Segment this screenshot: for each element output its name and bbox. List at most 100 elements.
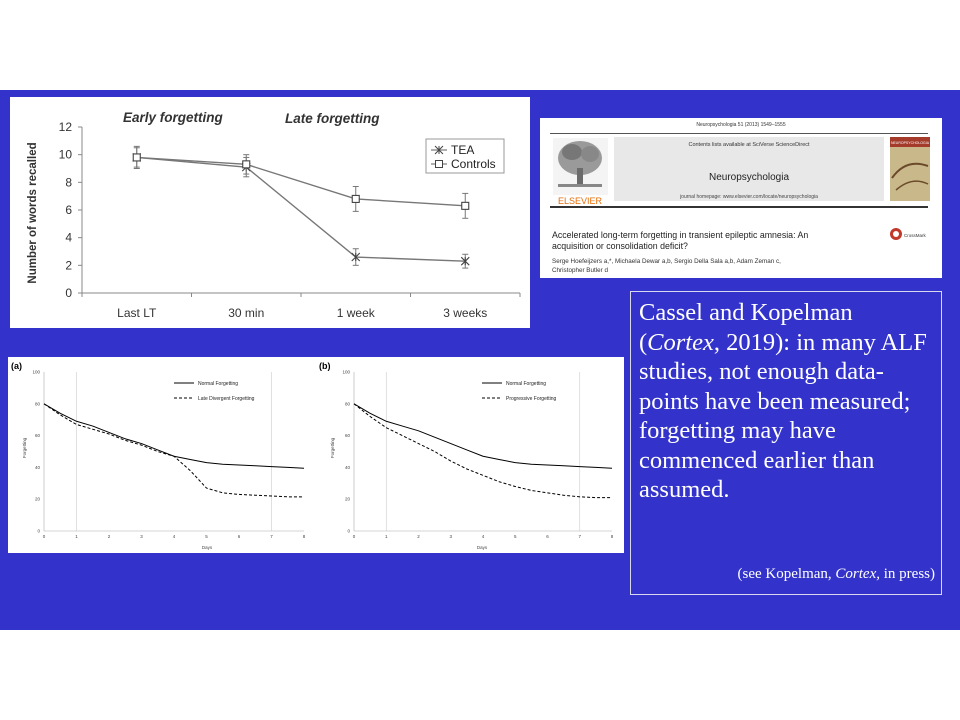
journal-name: Neuropsychologia bbox=[709, 172, 789, 183]
recall-y-tick-label: 2 bbox=[65, 258, 72, 272]
y-tick-label: 100 bbox=[32, 370, 40, 375]
tea-point bbox=[351, 252, 361, 262]
recall-y-tick-label: 4 bbox=[65, 231, 72, 245]
chart-a-legend: Normal Forgetting Late Divergent Forgett… bbox=[174, 381, 255, 402]
controls-point bbox=[461, 201, 470, 210]
paper-authors-line-2: Christopher Butler d bbox=[552, 267, 608, 274]
chart-b-x-label: Days bbox=[477, 545, 488, 550]
recall-chart-axes: 0 2 4 6 8 10 12 Last LT 30 min 1 week 3 weeks bbox=[59, 120, 521, 320]
model-chart-b-axes: 0 20 40 60 80 100 0 1 2 3 4 5 6 7 8 bbox=[342, 370, 613, 540]
journal-banner bbox=[614, 137, 884, 201]
tea-line bbox=[136, 156, 466, 262]
recall-chart: 0 2 4 6 8 10 12 Last LT 30 min 1 week 3 weeks Earl… bbox=[27, 110, 521, 320]
x-tick-label: 8 bbox=[611, 534, 614, 539]
x-tick-label: 4 bbox=[173, 534, 176, 539]
controls-point bbox=[242, 160, 251, 169]
x-tick-label: 1 bbox=[75, 534, 78, 539]
legend-tea-marker bbox=[431, 145, 447, 155]
chart-b-legend: Normal Forgetting Progressive Forgetting bbox=[482, 381, 557, 402]
contents-line: Contents lists available at SciVerse Sci… bbox=[688, 142, 810, 148]
recall-x-tick-label: Last LT bbox=[117, 306, 157, 320]
paper-citation: Neuropsychologia 51 (2013) 1549–1555 bbox=[696, 122, 785, 128]
x-tick-label: 6 bbox=[238, 534, 241, 539]
panel-label-a: (a) bbox=[11, 361, 22, 371]
recall-y-tick-label: 8 bbox=[65, 175, 72, 189]
y-tick-label: 0 bbox=[37, 529, 40, 534]
normal-forgetting-line bbox=[353, 403, 613, 469]
y-tick-label: 80 bbox=[35, 401, 41, 406]
x-tick-label: 5 bbox=[514, 534, 517, 539]
y-tick-label: 20 bbox=[35, 497, 41, 502]
y-tick-label: 60 bbox=[35, 433, 41, 438]
chart-a-x-label: Days bbox=[202, 545, 213, 550]
x-tick-label: 3 bbox=[140, 534, 143, 539]
recall-x-tick-label: 30 min bbox=[228, 306, 264, 320]
commentary-reference: (see Kopelman, Cortex, in press) bbox=[738, 566, 935, 583]
commentary-text-end: , 2019): in many ALF studies, not enough… bbox=[639, 328, 927, 504]
legend-controls-marker bbox=[431, 160, 447, 168]
y-tick-label: 60 bbox=[345, 433, 351, 438]
commentary-text-start: Cassel and Kopelman ( bbox=[639, 299, 853, 356]
reference-start: (see Kopelman, bbox=[737, 566, 836, 582]
model-chart-a-series bbox=[43, 403, 305, 498]
alt-forgetting-line bbox=[43, 403, 304, 498]
recall-y-tick-label: 12 bbox=[59, 120, 73, 134]
x-tick-label: 5 bbox=[205, 534, 208, 539]
panel-label-b: (b) bbox=[319, 361, 331, 371]
y-tick-label: 100 bbox=[342, 370, 350, 375]
publisher-logo-text: ELSEVIER bbox=[558, 196, 603, 206]
elsevier-tree-logo bbox=[553, 138, 608, 195]
paper-header-drawing: Neuropsychologia 51 (2013) 1549–1555 ELS… bbox=[550, 122, 930, 274]
tea-point bbox=[460, 256, 470, 266]
commentary-journal: Cortex bbox=[647, 328, 714, 356]
paper-title-line-2: acquisition or consolidation deficit? bbox=[552, 241, 688, 251]
y-tick-label: 0 bbox=[347, 529, 350, 534]
model-chart-b: (b) 0 20 40 60 80 100 0 1 2 3 4 5 6 7 8 Days Forgettin… bbox=[319, 361, 614, 550]
controls-point bbox=[351, 194, 360, 203]
normal-forgetting-line bbox=[43, 403, 305, 469]
recall-chart-panel: 0 2 4 6 8 10 12 Last LT 30 min 1 week 3 weeks Earl… bbox=[10, 97, 530, 328]
reference-end: in press) bbox=[880, 566, 935, 582]
model-chart-a-axes: 0 20 40 60 80 100 0 1 2 3 4 5 6 7 8 bbox=[32, 370, 305, 540]
x-tick-label: 2 bbox=[108, 534, 111, 539]
model-chart-b-panel: (b) 0 20 40 60 80 100 0 1 2 3 4 5 6 7 8 Days Forgettin… bbox=[316, 357, 624, 553]
x-tick-label: 7 bbox=[270, 534, 273, 539]
chart-b-y-label: Forgetting bbox=[330, 437, 335, 458]
controls-line bbox=[136, 156, 466, 207]
legend-controls-symbol bbox=[435, 160, 443, 168]
alt-forgetting-line bbox=[353, 403, 612, 499]
paper-header-image: Neuropsychologia 51 (2013) 1549–1555 ELS… bbox=[540, 118, 942, 278]
y-tick-label: 40 bbox=[345, 465, 351, 470]
x-tick-label: 0 bbox=[43, 534, 46, 539]
y-tick-label: 40 bbox=[35, 465, 41, 470]
chart-a-legend-normal: Normal Forgetting bbox=[198, 381, 238, 387]
crossmark-icon bbox=[890, 228, 902, 240]
paper-title-line-1: Accelerated long-term forgetting in tran… bbox=[552, 230, 808, 240]
x-tick-label: 2 bbox=[417, 534, 420, 539]
crossmark-label: CrossMark bbox=[904, 233, 927, 238]
annotation-late-forgetting: Late forgetting bbox=[285, 111, 380, 126]
paper-authors-line-1: Serge Hoefeijzers a,*, Michaela Dewar a,… bbox=[552, 258, 781, 265]
x-tick-label: 7 bbox=[578, 534, 581, 539]
x-tick-label: 1 bbox=[385, 534, 388, 539]
reference-journal: Cortex, bbox=[835, 566, 880, 582]
x-tick-label: 0 bbox=[353, 534, 356, 539]
recall-x-tick-label: 3 weeks bbox=[443, 306, 487, 320]
chart-b-legend-normal: Normal Forgetting bbox=[506, 381, 546, 387]
legend-tea-symbol bbox=[434, 145, 444, 155]
legend-tea-label: TEA bbox=[451, 143, 474, 157]
commentary-text: Cassel and Kopelman (Cortex, 2019): in m… bbox=[639, 298, 937, 505]
recall-y-tick-label: 6 bbox=[65, 203, 72, 217]
model-chart-b-series bbox=[353, 403, 613, 499]
y-tick-label: 80 bbox=[345, 401, 351, 406]
commentary-text-box: Cassel and Kopelman (Cortex, 2019): in m… bbox=[630, 291, 942, 595]
journal-homepage: journal homepage: www.elsevier.com/locat… bbox=[679, 194, 818, 200]
recall-legend: TEA Controls bbox=[425, 138, 505, 174]
recall-y-axis-label: Number of words recalled bbox=[27, 142, 39, 283]
x-tick-label: 3 bbox=[449, 534, 452, 539]
recall-x-tick-label: 1 week bbox=[337, 306, 376, 320]
journal-cover-image: NEUROPSYCHOLOGIA bbox=[890, 137, 930, 201]
legend-controls-label: Controls bbox=[451, 157, 496, 171]
chart-a-legend-late: Late Divergent Forgetting bbox=[198, 396, 255, 402]
chart-a-y-label: Forgetting bbox=[22, 437, 27, 458]
